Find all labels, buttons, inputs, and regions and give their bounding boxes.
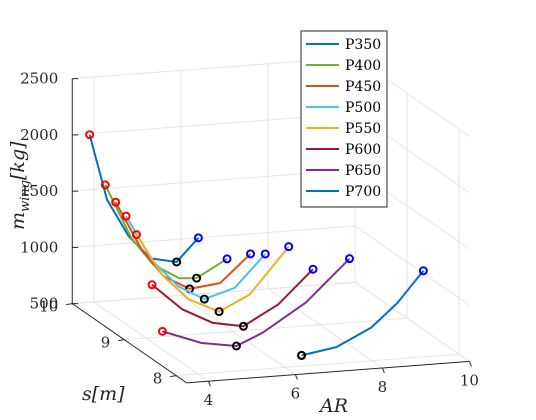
y-tick-mark (118, 339, 125, 342)
y-axis-line (71, 303, 187, 384)
legend-label-p700: P700 (345, 184, 381, 200)
legend-label-p450: P450 (345, 79, 381, 95)
series-line-p450 (114, 201, 252, 290)
grid-y-floor (124, 317, 408, 341)
series-line-p700 (301, 270, 425, 357)
x-tick-label: 6 (291, 385, 301, 403)
series-line-p550 (135, 234, 290, 313)
grid-z-side (354, 281, 470, 362)
grid-y-floor (176, 353, 460, 377)
legend-label-p500: P500 (345, 100, 381, 116)
legend-label-p550: P550 (345, 121, 381, 137)
x-tick-label: 10 (460, 371, 479, 389)
end-marker-p400 (222, 254, 232, 264)
x-tick-mark (468, 361, 472, 367)
grid-x-floor (180, 294, 296, 376)
grid-x-floor (93, 301, 209, 382)
minimum-marker-p650 (231, 341, 241, 351)
start-marker-p500 (121, 211, 131, 221)
minimum-marker-p700 (297, 350, 307, 360)
series-line-p600 (151, 268, 314, 328)
z-tick-label: 1500 (20, 182, 58, 200)
end-marker-p500 (260, 249, 270, 259)
y-tick-mark (170, 375, 177, 378)
minimum-marker-p400 (192, 273, 202, 283)
z-tick-label: 2500 (20, 70, 58, 88)
y-tick-mark (66, 303, 73, 306)
start-marker-p450 (111, 197, 121, 207)
y-tick-label: 9 (101, 334, 111, 352)
minimum-marker-p350 (172, 257, 182, 267)
end-marker-p350 (193, 233, 203, 243)
minimum-marker-p550 (214, 307, 224, 317)
end-marker-p550 (284, 242, 294, 252)
grid-z-back (72, 225, 356, 248)
x-axis-line (186, 360, 470, 384)
legend-label-p650: P650 (345, 163, 381, 179)
start-marker-p400 (100, 180, 110, 190)
legend-label-p400: P400 (345, 58, 381, 74)
start-marker-p650 (157, 326, 167, 336)
end-marker-p700 (418, 266, 428, 276)
end-marker-p450 (246, 249, 255, 259)
x-tick-label: 8 (378, 378, 388, 396)
start-marker-p550 (131, 230, 141, 240)
legend: P350 P400 P450 P500 P550 P600 P650 P700 (300, 30, 388, 208)
z-tick-label: 2000 (20, 126, 58, 144)
minimum-marker-p500 (199, 294, 209, 304)
grid-z-back (72, 281, 356, 305)
grid-lines (72, 56, 470, 382)
x-tick-mark (294, 374, 298, 380)
y-axis-label: s[m] (82, 383, 125, 405)
minimum-marker-p600 (238, 321, 248, 331)
z-tick-label: 500 (30, 295, 59, 313)
series-line-p400 (104, 184, 228, 280)
x-axis-label: AR (318, 395, 348, 417)
z-tick-label: 1000 (20, 238, 58, 256)
end-marker-p600 (308, 264, 318, 274)
legend-box (300, 30, 388, 208)
z-axis-label: mwing[kg] (7, 141, 33, 230)
series-layer (85, 130, 428, 360)
start-marker-p600 (147, 280, 157, 290)
legend-label-p350: P350 (345, 37, 381, 53)
grid-x-floor (267, 288, 383, 369)
start-marker-p350 (85, 130, 95, 140)
y-tick-label: 10 (39, 298, 58, 316)
legend-label-p600: P600 (345, 142, 381, 158)
x-tick-label: 4 (204, 391, 214, 409)
grid-z-side (354, 225, 470, 306)
series-line-p650 (162, 257, 351, 347)
x-tick-mark (381, 367, 385, 374)
series-line-p350 (88, 134, 200, 263)
y-tick-label: 8 (153, 370, 163, 388)
end-marker-p650 (345, 254, 354, 264)
x-tick-mark (207, 381, 211, 387)
